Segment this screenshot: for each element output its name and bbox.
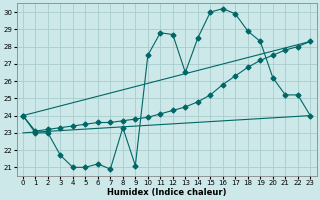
X-axis label: Humidex (Indice chaleur): Humidex (Indice chaleur)	[107, 188, 226, 197]
